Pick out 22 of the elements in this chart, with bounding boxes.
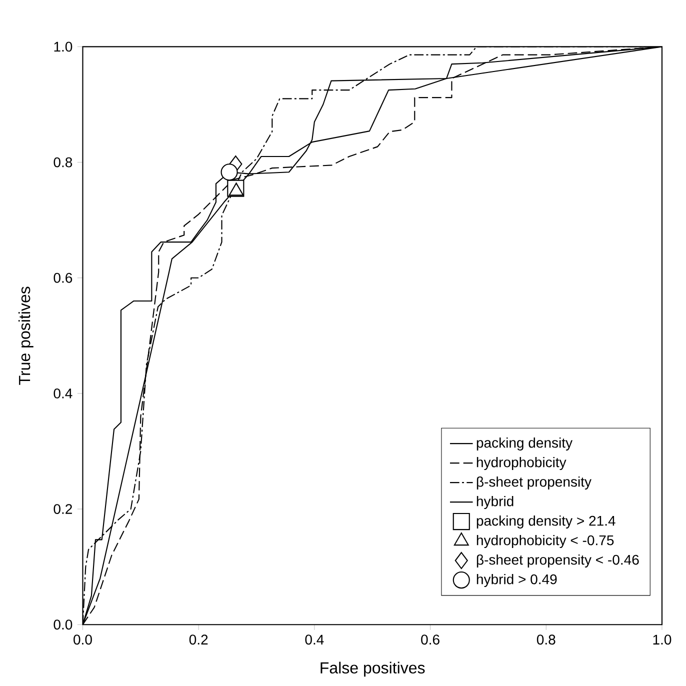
legend-label: hybrid > 0.49 bbox=[476, 574, 557, 588]
y-tick-label: 1.0 bbox=[54, 42, 72, 52]
x-axis-title: False positives bbox=[320, 662, 425, 677]
legend-label: packing density > 21.4 bbox=[476, 515, 616, 529]
legend-label: hydrophobicity < -0.75 bbox=[476, 534, 614, 548]
x-tick-label: 1.0 bbox=[653, 634, 672, 645]
legend-label: β-sheet propensity < -0.46 bbox=[476, 554, 639, 568]
y-tick-label: 0.6 bbox=[54, 272, 72, 283]
y-tick-label: 0.4 bbox=[54, 388, 72, 398]
legend-label: packing density bbox=[476, 437, 573, 451]
legend-label: β-sheet propensity bbox=[476, 476, 592, 490]
y-tick-label: 0.2 bbox=[54, 504, 72, 514]
x-tick-label: 0.8 bbox=[536, 634, 556, 645]
y-tick-label: 0.8 bbox=[54, 157, 72, 168]
legend-label: hydrophobicity bbox=[476, 456, 566, 470]
y-axis-title: True positives bbox=[18, 286, 34, 385]
legend-label: hybrid bbox=[476, 496, 514, 510]
x-tick-label: 0.0 bbox=[74, 634, 92, 645]
y-tick-label: 0.0 bbox=[54, 620, 72, 630]
x-tick-label: 0.4 bbox=[305, 634, 324, 645]
x-tick-label: 0.6 bbox=[421, 634, 440, 645]
x-tick-label: 0.2 bbox=[189, 634, 208, 645]
